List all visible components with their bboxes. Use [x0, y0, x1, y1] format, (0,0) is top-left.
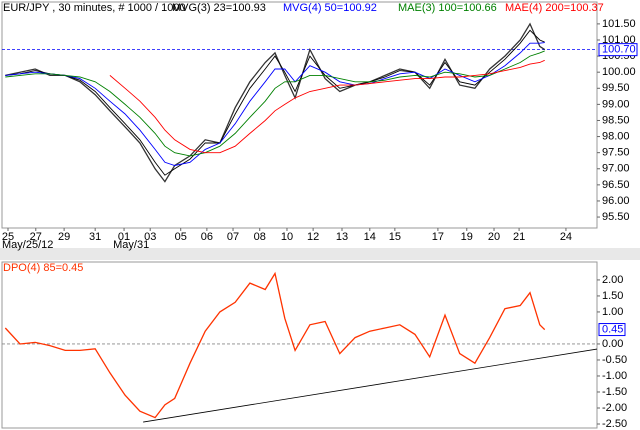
legend-entry: MVG(3) 23=100.93	[172, 2, 266, 14]
level-label-box	[598, 43, 638, 57]
x-tick-label: 17	[432, 231, 444, 243]
x-tick-label: 31	[89, 231, 101, 243]
y-tick-label: 96.50	[602, 179, 630, 191]
x-tick-label: 03	[144, 231, 156, 243]
x-tick-label: 15	[389, 231, 401, 243]
x-tick-label: 19	[461, 231, 473, 243]
x-tick-label: 08	[254, 231, 266, 243]
y-tick-label: 1.50	[602, 290, 623, 302]
y-tick-label: -2.50	[602, 418, 627, 430]
x-tick-label: 14	[364, 231, 376, 243]
level-label: 100.70	[602, 44, 636, 56]
y-tick-label: 2.00	[602, 274, 623, 286]
y-tick-label: 1.00	[602, 306, 623, 318]
x-date-label: May/25/12	[2, 239, 53, 251]
y-tick-label: 97.50	[602, 147, 630, 159]
y-tick-label: 100.00	[602, 66, 636, 78]
y-tick-label: 99.50	[602, 82, 630, 94]
y-tick-label: 96.00	[602, 195, 630, 207]
last-value-box	[598, 323, 626, 337]
x-tick-label: 10	[281, 231, 293, 243]
x-date-label: May/31	[113, 239, 149, 251]
x-tick-label: 27	[30, 231, 42, 243]
trend-line	[143, 348, 598, 423]
x-tick-label: 24	[560, 231, 572, 243]
plot-area	[1, 261, 598, 429]
y-tick-label: -0.50	[602, 354, 627, 366]
series-line	[5, 42, 545, 166]
legend-entry: MAE(3) 100=100.66	[398, 2, 497, 14]
y-tick-label: 99.00	[602, 98, 630, 110]
legend-entry: MVG(4) 50=100.92	[283, 2, 377, 14]
plot-area	[1, 1, 598, 229]
x-tick-label: 06	[201, 231, 213, 243]
series-line	[5, 50, 545, 157]
x-tick-label: 13	[336, 231, 348, 243]
panel-separator	[0, 248, 640, 260]
series-line	[109, 59, 545, 154]
chart-title: EUR/JPY , 30 minutes, # 1000 / 1000	[3, 2, 186, 14]
x-tick-label: 21	[513, 231, 525, 243]
y-tick-label: 98.00	[602, 130, 630, 142]
x-tick-label: 07	[227, 231, 239, 243]
chart-title: DPO(4) 85=0.45	[3, 262, 83, 274]
y-tick-label: 101.50	[602, 18, 636, 30]
x-tick-label: 05	[175, 231, 187, 243]
series-line	[4, 271, 546, 419]
x-tick-label: 29	[58, 231, 70, 243]
y-tick-label: 98.50	[602, 114, 630, 126]
y-tick-label: 101.00	[602, 34, 636, 46]
legend-entry: MAE(4) 200=100.37	[505, 2, 604, 14]
y-tick-label: 97.00	[602, 163, 630, 175]
x-tick-label: 01	[118, 231, 130, 243]
last-value-label: 0.45	[602, 323, 623, 335]
x-tick-label: 20	[488, 231, 500, 243]
y-tick-label: 95.50	[602, 211, 630, 223]
y-tick-label: -1.00	[602, 370, 627, 382]
x-tick-label: 12	[307, 231, 319, 243]
y-tick-label: -1.50	[602, 386, 627, 398]
series-line	[5, 29, 545, 176]
y-tick-label: 0.00	[602, 338, 623, 350]
y-tick-label: -2.00	[602, 402, 627, 414]
x-tick-label: 25	[2, 231, 14, 243]
